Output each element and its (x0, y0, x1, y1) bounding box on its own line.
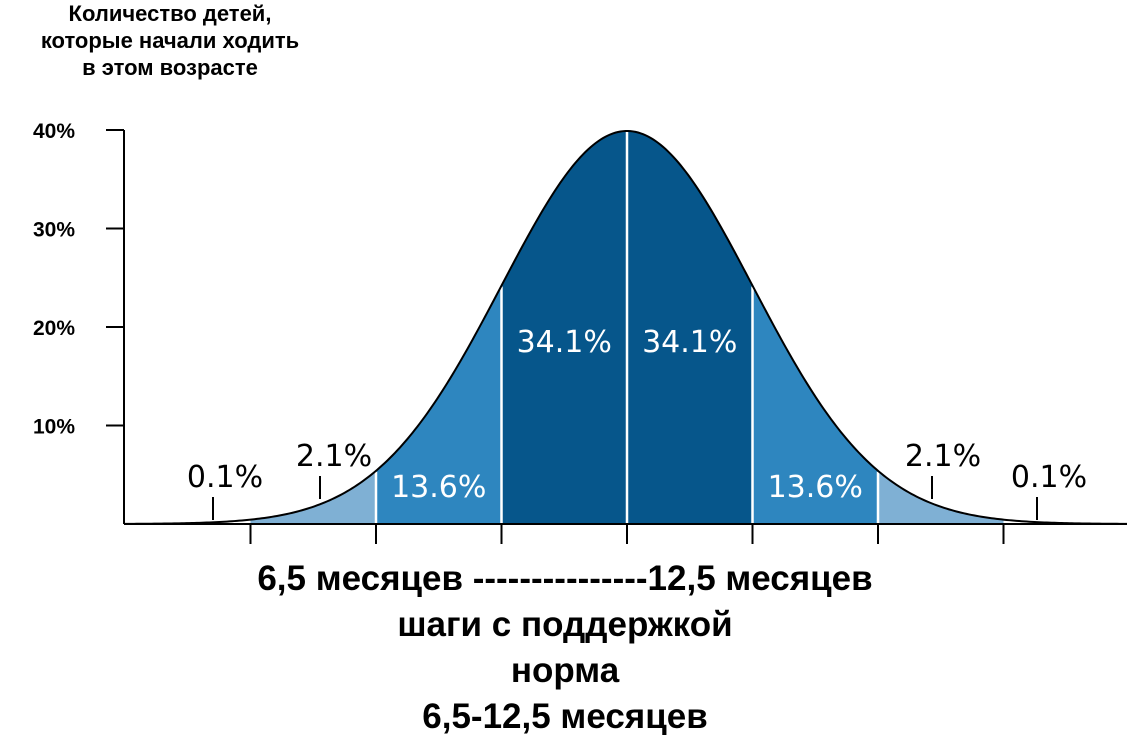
x-caption-line: 6,5-12,5 месяцев (422, 697, 708, 736)
y-tick-label: 20% (33, 317, 75, 340)
y-axis-title-line: Количество детей, (68, 1, 272, 26)
segment-percent-label: 13.6% (768, 470, 863, 505)
y-axis-title-line: в этом возрасте (82, 55, 258, 80)
segment-percent-label: 34.1% (642, 325, 737, 360)
y-tick-label: 10% (33, 416, 75, 439)
area-segment (878, 470, 1004, 524)
chart-labels: 0.1% 2.1% 13.6% 34.1% 34.1% 13.6% 2.1% 0.1% (187, 325, 1087, 520)
x-axis-caption: 6,5 месяцев ---------------12,5 месяцев … (0, 556, 1130, 740)
segment-percent-label: 2.1% (905, 439, 981, 474)
x-caption-line: шаги с поддержкой (397, 605, 733, 644)
segment-percent-label: 0.1% (187, 460, 263, 495)
chart-separators (374, 131, 880, 524)
x-caption-range: 6,5 месяцев ---------------12,5 месяцев (257, 559, 873, 598)
y-axis-title: Количество детей, которые начали ходить … (0, 0, 340, 81)
chart-axes: 10% 20% 30% 40% (33, 120, 1127, 544)
distribution-curve (123, 129, 1128, 525)
y-tick-label: 40% (33, 120, 75, 143)
area-segment (250, 470, 376, 524)
segment-percent-label: 34.1% (517, 325, 612, 360)
y-axis-title-line: которые начали ходить (40, 28, 300, 53)
y-tick-label: 30% (33, 219, 75, 242)
segment-percent-label: 2.1% (296, 439, 372, 474)
x-caption-line: норма (510, 651, 620, 690)
chart-curve (123, 129, 1128, 525)
segment-percent-label: 0.1% (1011, 460, 1087, 495)
segment-percent-label: 13.6% (391, 470, 486, 505)
